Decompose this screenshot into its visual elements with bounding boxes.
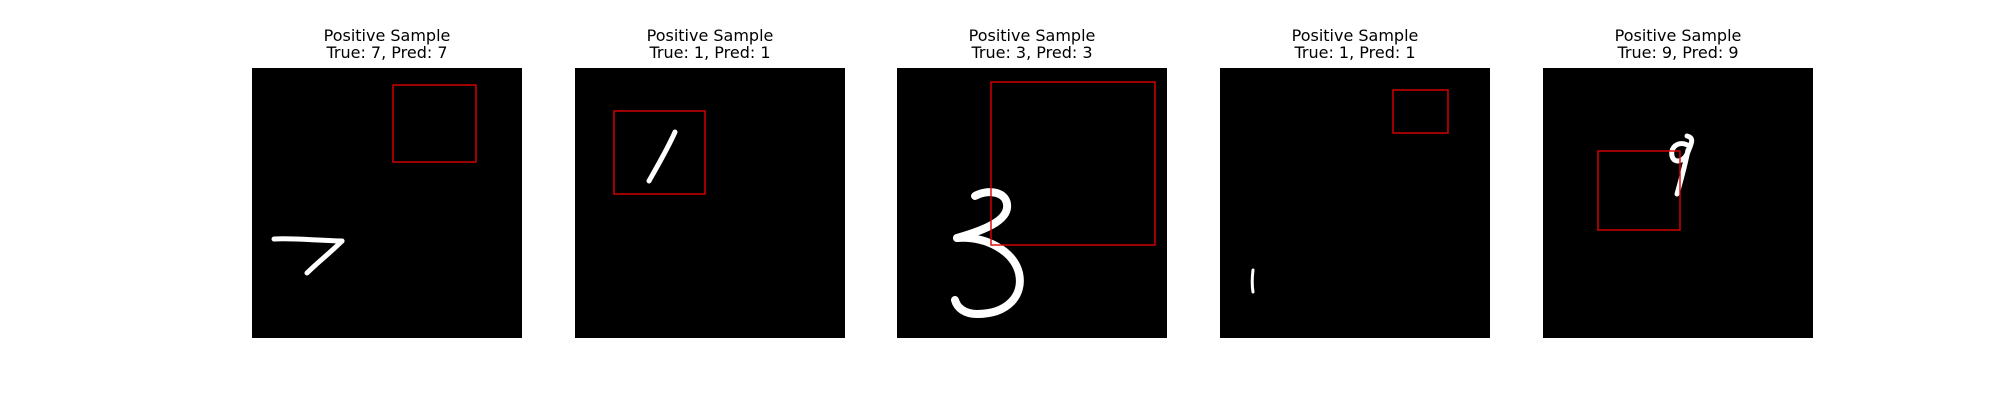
panel-subtitle-line: True: 7, Pred: 7 [212, 44, 562, 61]
panel-title: Positive Sample True: 1, Pred: 1 [535, 27, 885, 61]
digit-image [1543, 68, 1813, 338]
sample-panel-2: Positive Sample True: 1, Pred: 1 [575, 0, 845, 400]
digit-image [1220, 68, 1490, 338]
panel-subtitle-line: True: 1, Pred: 1 [1180, 44, 1530, 61]
digit-image [575, 68, 845, 338]
sample-panel-3: Positive Sample True: 3, Pred: 3 [897, 0, 1167, 400]
panel-subtitle-line: True: 3, Pred: 3 [857, 44, 1207, 61]
sample-panel-4: Positive Sample True: 1, Pred: 1 [1220, 0, 1490, 400]
image-background [1543, 68, 1813, 338]
panel-title: Positive Sample True: 1, Pred: 1 [1180, 27, 1530, 61]
image-background [252, 68, 522, 338]
digit-image [897, 68, 1167, 338]
digit-stroke [1252, 270, 1253, 292]
panel-title-line: Positive Sample [535, 27, 885, 44]
panel-title-line: Positive Sample [1180, 27, 1530, 44]
digit-image [252, 68, 522, 338]
image-background [1220, 68, 1490, 338]
panel-title: Positive Sample True: 3, Pred: 3 [857, 27, 1207, 61]
panel-title-line: Positive Sample [857, 27, 1207, 44]
image-background [897, 68, 1167, 338]
sample-panel-5: Positive Sample True: 9, Pred: 9 [1543, 0, 1813, 400]
panel-subtitle-line: True: 9, Pred: 9 [1503, 44, 1853, 61]
panel-title-line: Positive Sample [1503, 27, 1853, 44]
panel-title: Positive Sample True: 9, Pred: 9 [1503, 27, 1853, 61]
panel-title-line: Positive Sample [212, 27, 562, 44]
image-background [575, 68, 845, 338]
panel-subtitle-line: True: 1, Pred: 1 [535, 44, 885, 61]
panel-title: Positive Sample True: 7, Pred: 7 [212, 27, 562, 61]
sample-panel-1: Positive Sample True: 7, Pred: 7 [252, 0, 522, 400]
